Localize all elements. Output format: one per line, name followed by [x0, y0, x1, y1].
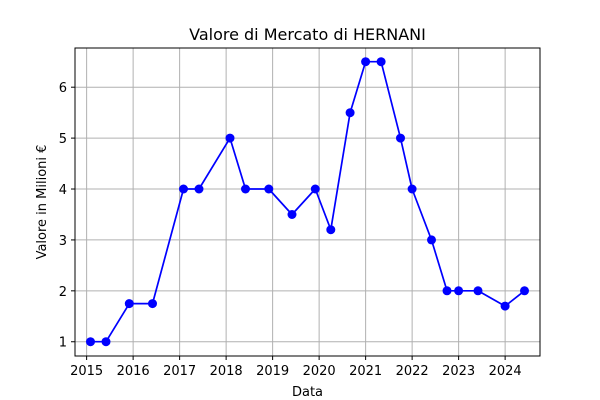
x-tick-label: 2022	[396, 364, 429, 379]
y-tick-label: 1	[59, 336, 67, 351]
data-point	[454, 286, 464, 296]
data-point	[101, 337, 111, 347]
series-layer	[86, 57, 529, 347]
data-point	[124, 299, 134, 309]
data-point	[179, 184, 188, 194]
x-tick-label: 2019	[256, 364, 289, 379]
x-tick-label: 2016	[117, 364, 150, 379]
y-tick-label: 6	[59, 81, 67, 96]
data-point	[148, 299, 157, 309]
data-point	[396, 133, 405, 143]
y-axis-title: Valore in Milioni €	[35, 145, 50, 260]
y-tick-label: 5	[59, 132, 67, 147]
data-point	[520, 286, 529, 296]
data-point	[241, 184, 250, 194]
x-tick-label: 2023	[442, 364, 475, 379]
x-axis-title: Data	[292, 385, 323, 400]
data-point	[442, 286, 452, 296]
ticks: 2015 2016 2017 2018 2019 2020 2021 2022 2023 2024…	[59, 81, 522, 379]
data-point	[225, 133, 235, 143]
y-tick-label: 4	[59, 183, 67, 198]
x-tick-label: 2018	[210, 364, 243, 379]
x-tick-label: 2017	[163, 364, 196, 379]
data-point	[310, 184, 320, 194]
grid	[75, 48, 540, 356]
x-tick-label: 2024	[489, 364, 522, 379]
y-tick-label: 2	[59, 285, 67, 300]
data-point	[427, 235, 436, 245]
y-tick-label: 3	[59, 234, 67, 249]
data-point	[264, 184, 274, 194]
x-tick-label: 2021	[349, 364, 382, 379]
x-tick-label: 2020	[303, 364, 336, 379]
data-point	[407, 184, 417, 194]
data-point	[287, 210, 297, 219]
data-point	[473, 286, 483, 296]
data-point	[86, 337, 95, 347]
chart-title: Valore di Mercato di HERNANI	[189, 25, 426, 44]
data-point	[500, 301, 510, 311]
plot-frame	[74, 47, 541, 357]
x-tick-label: 2015	[70, 364, 103, 379]
data-point	[194, 184, 204, 194]
data-point	[345, 108, 355, 118]
data-point	[376, 57, 386, 67]
data-point	[361, 57, 371, 67]
data-point	[326, 225, 336, 235]
